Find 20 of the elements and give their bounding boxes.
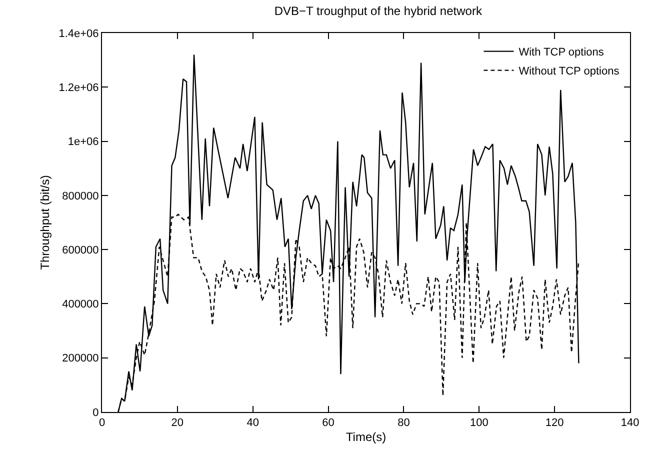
y-tick-label: 400000: [62, 298, 99, 311]
x-tick-label: 120: [545, 417, 564, 430]
x-tick-label: 140: [620, 417, 640, 430]
x-tick-label: 60: [322, 417, 334, 430]
legend-label: With TCP options: [518, 46, 604, 59]
y-tick-label: 1e+06: [68, 136, 99, 148]
y-axis-title: Throughput (bit/s): [38, 175, 52, 270]
x-tick-label: 40: [246, 417, 259, 430]
y-tick-label: 0: [92, 406, 99, 419]
y-tick-label: 800000: [62, 190, 99, 202]
x-tick-label: 100: [470, 417, 488, 430]
legend-label: Without TCP options: [518, 66, 620, 78]
x-tick-label: 20: [171, 417, 184, 430]
y-tick-label: 200000: [62, 352, 99, 365]
x-tick-label: 80: [398, 417, 410, 430]
x-axis-title: Time(s): [346, 430, 386, 444]
y-tick-label: 1.2e+06: [58, 82, 99, 94]
y-tick-label: 1.4e+06: [58, 28, 99, 40]
chart-title: DVB−T troughput of the hybrid network: [274, 4, 483, 18]
y-tick-label: 600000: [62, 244, 99, 256]
